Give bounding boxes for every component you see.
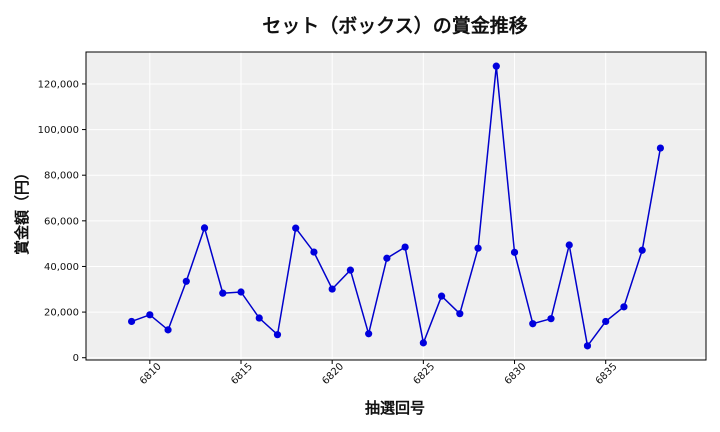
series-line bbox=[131, 66, 662, 348]
x-axis-label: 抽選回号 bbox=[365, 399, 425, 417]
x-tick-label: 6810 bbox=[138, 361, 164, 387]
y-tick-label: 100,000 bbox=[38, 125, 79, 136]
data-point bbox=[401, 243, 409, 251]
data-point bbox=[237, 288, 245, 296]
y-ticks: 0 20,000 40,000 60,000 80,000 100,000 120,000 bbox=[38, 79, 86, 364]
data-point bbox=[419, 339, 427, 347]
y-tick-label: 0 bbox=[73, 353, 79, 364]
x-tick-label: 6830 bbox=[503, 361, 529, 387]
data-point bbox=[656, 144, 665, 152]
y-tick-label: 20,000 bbox=[44, 308, 79, 319]
data-point bbox=[547, 315, 555, 323]
data-point bbox=[346, 266, 355, 274]
data-point bbox=[583, 342, 592, 350]
data-point bbox=[456, 310, 464, 318]
data-point bbox=[437, 292, 446, 300]
x-tick-label: 6820 bbox=[320, 361, 346, 387]
data-point bbox=[200, 224, 209, 232]
data-point bbox=[383, 254, 391, 262]
data-point bbox=[620, 303, 628, 311]
plot-area bbox=[86, 52, 706, 360]
data-point bbox=[164, 326, 172, 334]
data-point bbox=[310, 248, 318, 256]
data-point bbox=[474, 244, 482, 252]
axes-frame bbox=[85, 51, 707, 361]
chart-title: セット（ボックス）の賞金推移 bbox=[262, 14, 527, 37]
data-point bbox=[328, 285, 336, 293]
y-tick-label: 60,000 bbox=[44, 216, 79, 227]
y-tick-label: 40,000 bbox=[44, 262, 79, 273]
data-point bbox=[292, 224, 300, 232]
data-point bbox=[602, 317, 610, 326]
x-tick-label: 6825 bbox=[412, 361, 438, 387]
data-point bbox=[565, 241, 573, 249]
data-point bbox=[365, 330, 373, 338]
x-tick-label: 6815 bbox=[229, 361, 255, 387]
y-axis-label: 賞金額（円） bbox=[13, 165, 31, 255]
y-tick-label: 120,000 bbox=[38, 79, 79, 90]
grid bbox=[86, 52, 706, 360]
series-points bbox=[127, 62, 665, 350]
data-point bbox=[273, 331, 282, 339]
data-point bbox=[182, 277, 190, 285]
data-point bbox=[492, 62, 500, 70]
axes bbox=[85, 51, 707, 361]
x-tick-label: 6835 bbox=[594, 361, 620, 387]
data-point bbox=[510, 248, 519, 256]
data-point bbox=[529, 320, 537, 328]
y-tick-label: 80,000 bbox=[44, 171, 79, 182]
data-point bbox=[255, 314, 263, 322]
data-point bbox=[219, 289, 227, 297]
data-point bbox=[638, 246, 646, 254]
data-point bbox=[127, 317, 136, 326]
x-ticks: 6810 6815 6820 6825 6830 6835 bbox=[138, 360, 620, 387]
data-point bbox=[146, 311, 154, 319]
